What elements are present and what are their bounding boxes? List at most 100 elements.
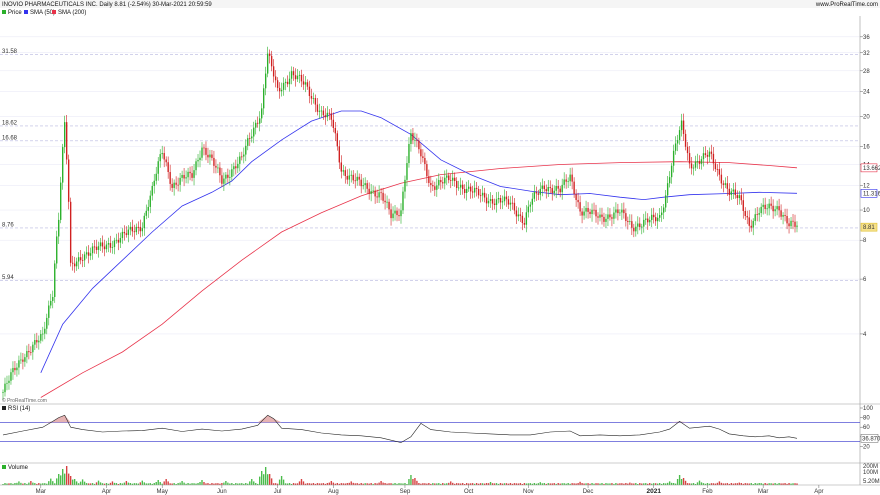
volume-bar — [344, 483, 346, 485]
candle-body — [87, 252, 90, 256]
candle-body — [583, 211, 585, 216]
volume-bar — [784, 483, 786, 485]
brand-link[interactable]: www.ProRealTime.com — [815, 2, 878, 8]
candle-body — [647, 218, 649, 223]
price-panel[interactable]: 31.58 18.62 16.68 8.76 5.94 © ProRealTime.co… — [0, 36, 860, 404]
volume-bar — [356, 483, 358, 485]
candle-body — [543, 185, 545, 190]
volume-header: Volume — [2, 465, 29, 471]
volume-bar — [448, 482, 450, 485]
volume-bar — [438, 483, 440, 485]
volume-bar — [541, 483, 543, 485]
volume-bar — [420, 483, 422, 485]
volume-bar — [688, 483, 691, 485]
y-tick-label: 32 — [863, 51, 870, 57]
candle-body — [91, 246, 94, 254]
volume-bar — [75, 481, 78, 485]
header-bar — [0, 0, 880, 8]
volume-bar — [660, 483, 663, 485]
volume-bar — [276, 483, 279, 485]
volume-bar — [501, 483, 504, 485]
volume-bar — [58, 474, 60, 485]
chart-title: INOVIO PHARMACEUTICALS INC. Daily 8.81 (… — [2, 2, 212, 8]
candle-body — [127, 229, 130, 235]
volume-bar — [700, 482, 703, 485]
volume-bar — [710, 483, 713, 485]
candle-body — [792, 220, 794, 222]
candle-body — [772, 205, 774, 212]
candle-body — [137, 226, 140, 228]
volume-bar — [171, 483, 173, 485]
candle-body — [732, 189, 735, 192]
volume-bar — [69, 476, 72, 485]
volume-bar — [24, 483, 26, 485]
candle-body — [547, 186, 549, 192]
volume-bar — [67, 473, 70, 485]
volume-bar — [631, 483, 633, 485]
volume-bar — [304, 483, 307, 485]
volume-bar — [213, 483, 215, 485]
volume-bar — [477, 483, 480, 485]
volume-bar — [324, 483, 327, 485]
volume-bar — [549, 483, 551, 485]
candle-body — [54, 263, 56, 297]
volume-bar — [227, 482, 229, 485]
volume-bar — [750, 483, 752, 485]
candle-body — [396, 210, 398, 216]
candle-body — [85, 252, 88, 255]
y-tick-label: 20 — [863, 114, 870, 120]
candle-body — [115, 239, 118, 241]
candle-body — [8, 380, 10, 383]
candle-body — [708, 151, 711, 157]
volume-bar — [511, 483, 514, 485]
candle-body — [247, 138, 249, 146]
candle-body — [101, 242, 104, 247]
level-label: 31.58 — [2, 49, 18, 55]
candle-body — [125, 233, 128, 235]
volume-bar — [235, 483, 237, 485]
candle-body — [12, 367, 14, 373]
candle-body — [10, 372, 12, 381]
candle-body — [404, 179, 406, 192]
candle-body — [541, 185, 543, 189]
volume-bar — [237, 483, 239, 485]
candle-body — [477, 188, 480, 196]
volume-bar — [77, 483, 80, 485]
candle-body — [766, 208, 768, 210]
candle-body — [177, 184, 179, 186]
candle-body — [255, 122, 257, 128]
candle-body — [416, 139, 418, 141]
volume-bar — [424, 483, 426, 485]
candle-body — [794, 221, 796, 227]
volume-bar — [272, 483, 275, 485]
volume-bar — [372, 483, 374, 485]
candle-body — [613, 212, 615, 219]
candle-body — [627, 220, 629, 223]
candle-body — [141, 228, 143, 232]
volume-bar — [471, 483, 474, 485]
candle-body — [724, 183, 727, 185]
candle-body — [157, 161, 159, 174]
candle-body — [764, 204, 766, 210]
candle-body — [205, 147, 207, 155]
volume-bar — [243, 483, 245, 485]
candle-body — [535, 192, 538, 194]
volume-bar — [734, 483, 737, 485]
candle-body — [448, 175, 450, 181]
candle-body — [121, 231, 124, 239]
volume-bar — [754, 483, 756, 485]
candle-body — [278, 87, 281, 92]
candle-body — [714, 163, 717, 170]
volume-bar — [569, 483, 571, 485]
candle-body — [93, 246, 96, 248]
volume-bar — [589, 483, 591, 485]
candle-body — [153, 180, 155, 186]
volume-bar — [282, 479, 285, 485]
rsi-tick-label: 100 — [863, 406, 874, 412]
candle-body — [623, 209, 625, 214]
rsi-panel[interactable]: 1008060402036.870 — [0, 406, 880, 450]
volume-bar — [595, 483, 597, 485]
volume-bar — [617, 483, 619, 485]
